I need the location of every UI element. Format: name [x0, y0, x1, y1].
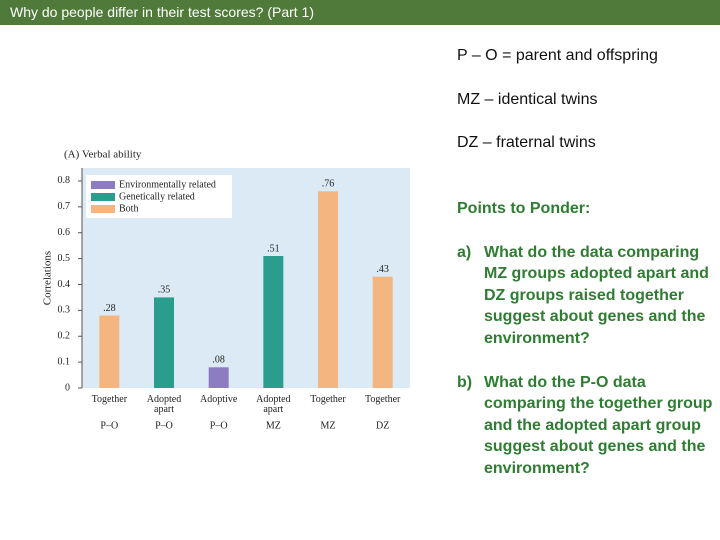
legend-swatch	[91, 193, 115, 201]
legend-label: Genetically related	[119, 191, 195, 202]
group-label: MZ	[321, 420, 336, 431]
ponder-block: Points to Ponder: a) What do the data com…	[457, 198, 719, 480]
data-label: .43	[376, 264, 389, 275]
question-text: What do the P-O data comparing the toget…	[484, 373, 713, 477]
definition: P – O = parent and offspring	[457, 47, 658, 64]
group-label: P–O	[100, 420, 118, 431]
x-tick-label: Adopted apart	[256, 394, 290, 415]
x-tick-label: Together	[365, 394, 401, 405]
bar	[263, 256, 284, 388]
bar	[318, 191, 338, 388]
question: a) What do the data comparing MZ groups a…	[457, 242, 719, 350]
y-tick-label: 0	[65, 382, 70, 393]
x-tick-label: Adoptive	[200, 394, 238, 405]
chart-title: (A) Verbal ability	[64, 149, 142, 161]
data-label: .76	[322, 179, 335, 190]
data-label: .08	[212, 355, 225, 366]
y-tick-label: 0.5	[58, 253, 71, 264]
y-tick-label: 0.3	[58, 305, 71, 316]
question-label: b)	[457, 373, 473, 391]
legend-swatch	[91, 181, 115, 189]
legend-label: Both	[119, 203, 138, 214]
data-label: .51	[267, 243, 280, 254]
ponder-heading: Points to Ponder:	[457, 200, 591, 217]
group-label: P–O	[210, 420, 228, 431]
y-tick-label: 0.7	[58, 201, 71, 212]
data-label: .35	[158, 285, 171, 296]
slide-title: Why do people differ in their test score…	[0, 0, 720, 25]
bar	[208, 367, 229, 388]
question-label: a)	[457, 243, 472, 261]
group-label: P–O	[155, 420, 173, 431]
legend-swatch	[91, 205, 115, 213]
y-axis-label: Correlations	[42, 251, 54, 305]
x-tick-label: Adopted apart	[147, 394, 181, 415]
question: b) What do the P-O data comparing the tog…	[457, 372, 719, 480]
bar	[154, 297, 174, 388]
group-label: DZ	[376, 420, 389, 431]
y-tick-label: 0.1	[58, 356, 71, 367]
x-tick-label: Together	[92, 394, 128, 405]
x-tick-label: Together	[310, 394, 346, 405]
chart: (A) Verbal ability Correlations 0 0.1 0.2 0…	[42, 149, 410, 431]
group-label: MZ	[266, 420, 281, 431]
data-label: .28	[103, 303, 116, 314]
y-tick-label: 0.6	[58, 227, 71, 238]
bar	[372, 276, 393, 388]
bar	[99, 315, 120, 388]
definition: DZ – fraternal twins	[457, 134, 596, 151]
question-text: What do the data comparing MZ groups ado…	[484, 243, 709, 347]
y-tick-label: 0.4	[58, 279, 71, 290]
y-tick-label: 0.2	[58, 331, 71, 342]
legend-label: Environmentally related	[119, 179, 216, 190]
definition: MZ – identical twins	[457, 91, 598, 108]
y-tick-label: 0.8	[58, 175, 71, 186]
